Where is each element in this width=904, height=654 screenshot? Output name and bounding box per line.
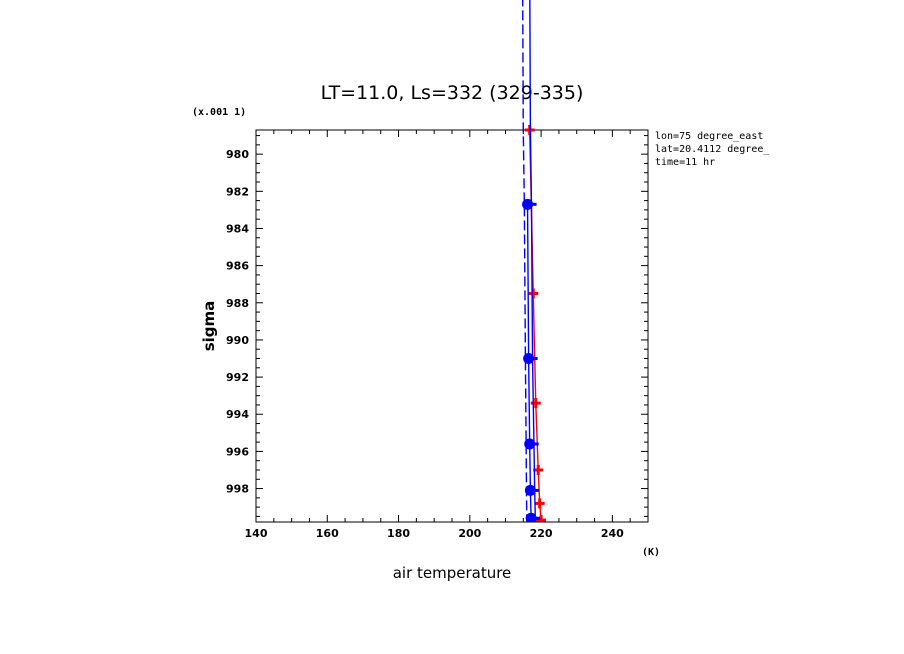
- data-point-plus: [534, 498, 545, 509]
- y-tick-label: 982: [226, 185, 249, 198]
- plot-frame: [255, 129, 649, 523]
- x-tick-label: 140: [245, 527, 268, 540]
- y-scale-note: (x.001 1): [192, 107, 246, 118]
- data-point-plus: [530, 398, 541, 409]
- y-tick-label: 994: [226, 408, 249, 421]
- y-tick-label: 998: [226, 483, 249, 496]
- series-line: [529, 0, 537, 522]
- x-tick-label: 180: [387, 527, 410, 540]
- y-axis: 980 982 984 986 988 990 992 994 996 998: [226, 135, 648, 517]
- y-tick-label: 980: [226, 148, 249, 161]
- x-axis-label: air temperature: [393, 564, 512, 582]
- y-tick-label: 986: [226, 260, 249, 273]
- data-point-plus: [528, 288, 539, 299]
- series-0: [524, 125, 547, 522]
- chart-title: LT=11.0, Ls=332 (329-335): [321, 82, 584, 104]
- x-tick-label: 220: [530, 527, 553, 540]
- y-axis-label: sigma: [200, 301, 218, 352]
- x-unit-label: (K): [642, 547, 660, 558]
- x-tick-label: 160: [316, 527, 339, 540]
- data-point-plus: [536, 515, 547, 522]
- y-tick-label: 984: [226, 222, 249, 235]
- y-tick-label: 988: [226, 297, 249, 310]
- x-tick-label: 240: [601, 527, 624, 540]
- annotation-lat: lat=20.4112 degree_: [655, 144, 770, 155]
- x-axis: 140 160 180 200 220 240: [245, 130, 649, 540]
- annotation-time: time=11 hr: [655, 157, 715, 168]
- series-2: [529, 0, 537, 522]
- y-tick-label: 990: [226, 334, 249, 347]
- series-3: [521, 0, 528, 522]
- annotations: lon=75 degree_east lat=20.4112 degree_ t…: [655, 131, 770, 168]
- annotation-lon: lon=75 degree_east: [655, 131, 763, 142]
- y-tick-label: 996: [226, 445, 249, 458]
- series-layer: [521, 0, 547, 522]
- series-line: [521, 0, 528, 522]
- y-tick-label: 992: [226, 371, 249, 384]
- x-tick-label: 200: [458, 527, 481, 540]
